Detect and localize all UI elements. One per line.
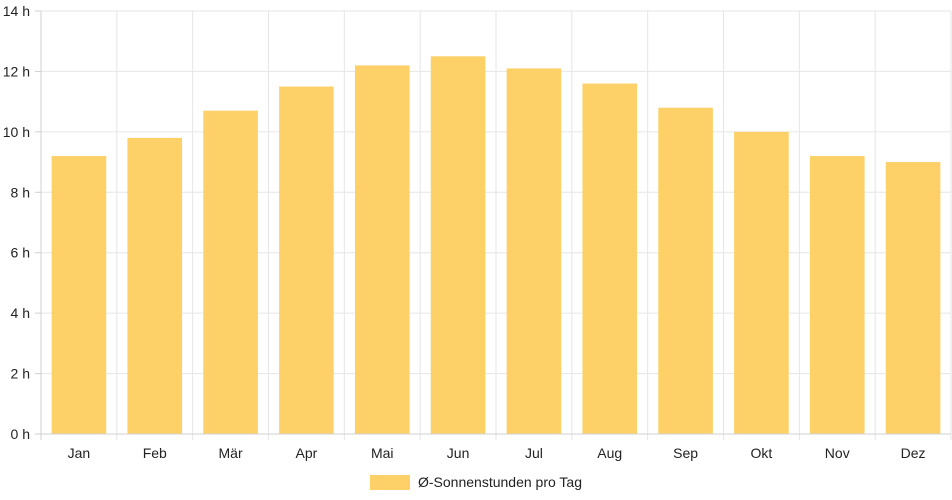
y-tick-label: 4 h — [11, 305, 30, 321]
legend[interactable]: Ø-Sonnenstunden pro Tag — [370, 474, 582, 490]
bar-jul[interactable] — [506, 68, 562, 435]
bar-apr[interactable] — [279, 86, 334, 435]
bar-series — [51, 56, 941, 435]
grid-lines — [41, 10, 952, 440]
x-tick-label: Sep — [673, 445, 698, 461]
x-tick-label: Apr — [296, 445, 318, 461]
x-tick-label: Mai — [371, 445, 394, 461]
bar-mär[interactable] — [203, 110, 258, 434]
x-tick-label: Okt — [751, 445, 773, 461]
y-tick-label: 12 h — [3, 63, 30, 79]
bar-dez[interactable] — [885, 162, 941, 435]
x-tick-label: Jun — [447, 445, 470, 461]
bar-feb[interactable] — [127, 137, 183, 434]
bar-sep[interactable] — [658, 107, 713, 434]
y-tick-label: 6 h — [11, 245, 30, 261]
y-tick-label: 8 h — [11, 184, 30, 200]
bar-okt[interactable] — [734, 131, 789, 434]
bar-jan[interactable] — [51, 156, 107, 434]
bar-aug[interactable] — [582, 83, 638, 434]
y-tick-label: 14 h — [3, 3, 30, 19]
x-tick-label: Mär — [219, 445, 243, 461]
x-tick-label: Feb — [143, 445, 167, 461]
x-tick-label: Aug — [597, 445, 622, 461]
y-tick-label: 10 h — [3, 124, 30, 140]
x-tick-label: Jan — [68, 445, 91, 461]
legend-label[interactable]: Ø-Sonnenstunden pro Tag — [418, 474, 582, 490]
y-tick-label: 0 h — [11, 426, 30, 442]
axes — [35, 10, 951, 440]
x-tick-label: Jul — [525, 445, 543, 461]
bar-mai[interactable] — [354, 65, 410, 434]
bar-nov[interactable] — [809, 156, 865, 434]
bar-jun[interactable] — [430, 56, 486, 434]
y-tick-label: 2 h — [11, 366, 30, 382]
x-tick-label: Nov — [825, 445, 850, 461]
x-tick-label: Dez — [901, 445, 926, 461]
legend-swatch[interactable] — [370, 475, 410, 490]
x-axis-tick-labels: Jan Feb Mär Apr Mai Jun Jul Aug Sep Okt Nov Dez — [68, 445, 926, 461]
y-axis-tick-labels: 0 h 2 h 4 h 6 h 8 h 10 h 12 h 14 h — [3, 3, 30, 442]
